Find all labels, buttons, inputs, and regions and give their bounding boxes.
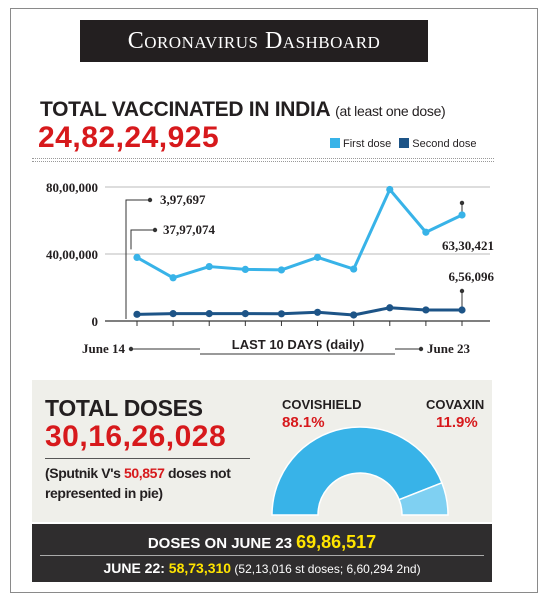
doses-june22-value: 58,73,310 (168, 560, 232, 576)
point-second-3 (241, 310, 249, 318)
x-end-dot (418, 346, 424, 352)
covaxin-pct: 11.9% (436, 414, 478, 431)
point-second-7 (386, 304, 394, 312)
legend-item-first-dose: First dose (330, 138, 391, 150)
annotation-dot-end-first (459, 200, 465, 206)
doses-june23-row: DOSES ON JUNE 23 69,86,517 (32, 532, 492, 553)
dashboard-banner: Coronavirus Dashboard (80, 20, 428, 62)
annotation-dot-start-first (152, 227, 158, 233)
sputnik-note-pre: (Sputnik V's (45, 465, 125, 481)
point-first-1 (169, 274, 177, 282)
annotation-dot-start-second (147, 197, 153, 203)
doses-june23-value: 69,86,517 (296, 532, 377, 552)
point-second-6 (350, 311, 358, 319)
pie-slice-covaxin (398, 481, 449, 516)
point-second-9 (458, 306, 466, 314)
point-second-2 (205, 310, 213, 318)
divider-dotted (32, 158, 494, 159)
daily-doses-box: DOSES ON JUNE 23 69,86,517 JUNE 22: 58,73… (32, 524, 492, 582)
legend-item-second-dose: Second dose (399, 138, 477, 150)
x-axis-label: LAST 10 DAYS (daily) (232, 337, 364, 352)
vaccine-share-chart (271, 426, 449, 516)
vaccinated-title-main: TOTAL VACCINATED IN INDIA (40, 98, 330, 121)
series-line-first-dose (136, 188, 463, 280)
point-first-3 (241, 265, 249, 274)
doses-june22-label: JUNE 22: (103, 560, 169, 576)
covaxin-label: COVAXIN (426, 397, 485, 412)
doses-june22-row: JUNE 22: 58,73,310 (52,13,016 st doses; … (32, 560, 492, 576)
vaccinated-total: 24,82,24,925 (38, 121, 220, 154)
legend-swatch-second (399, 138, 410, 148)
legend-label-second: Second dose (412, 138, 477, 150)
line-chart: 0 40,00,000 80,00,000 3,97,697 37,97,074 63,3… (46, 180, 495, 356)
point-first-6 (350, 265, 358, 273)
doses-title: TOTAL DOSES (45, 395, 203, 421)
y-tick-label-2: 80,00,000 (46, 180, 98, 195)
point-first-9 (458, 211, 466, 219)
point-first-5 (313, 253, 322, 261)
point-second-5 (313, 308, 322, 316)
annotation-start-first: 37,97,074 (163, 222, 216, 237)
point-second-1 (169, 310, 177, 318)
annotation-end-second: 6,56,096 (449, 269, 495, 284)
point-second-4 (277, 310, 286, 318)
sputnik-note: (Sputnik V's 50,857 doses not represente… (45, 463, 245, 503)
point-first-8 (422, 228, 430, 236)
annotation-end-first: 63,30,421 (442, 238, 494, 253)
annotation-bracket-start-first (130, 229, 155, 250)
covishield-label: COVISHIELD (282, 397, 362, 412)
vaccinated-subtitle: (at least one dose) (335, 103, 446, 119)
doses-total: 30,16,26,028 (45, 420, 227, 453)
point-first-0 (133, 253, 141, 262)
x-start-label: June 14 (82, 341, 125, 356)
annotation-dot-end-second (459, 288, 465, 294)
y-tick-label-0: 0 (92, 314, 99, 329)
sputnik-note-number: 50,857 (124, 465, 165, 481)
x-end-label: June 23 (427, 341, 470, 356)
chart-legend: First dose Second dose (330, 138, 477, 150)
legend-swatch-first (330, 138, 340, 148)
point-first-4 (277, 266, 286, 274)
annotation-start-second: 3,97,697 (160, 192, 206, 207)
y-tick-label-1: 40,00,000 (46, 247, 98, 262)
series-line-second-dose (136, 306, 463, 317)
sputnik-note-post: doses not represented in pie) (45, 465, 231, 501)
doses-june22-note: (52,13,016 st doses; 6,60,294 2nd) (231, 562, 421, 576)
legend-label-first: First dose (343, 138, 392, 150)
doses-divider (45, 458, 250, 459)
doses-june23-label: DOSES ON JUNE 23 (147, 535, 293, 552)
vaccinated-title: TOTAL VACCINATED IN INDIA (at least one … (40, 98, 446, 122)
point-second-8 (422, 306, 430, 314)
point-first-7 (386, 185, 394, 194)
point-first-2 (205, 262, 213, 271)
pie-slice-covishield (271, 426, 443, 516)
covishield-pct: 88.1% (282, 414, 325, 431)
divider-dotted-2 (32, 161, 494, 162)
annotation-bracket-start-second (125, 199, 150, 319)
daily-doses-divider (40, 555, 484, 556)
point-second-0 (133, 310, 141, 318)
